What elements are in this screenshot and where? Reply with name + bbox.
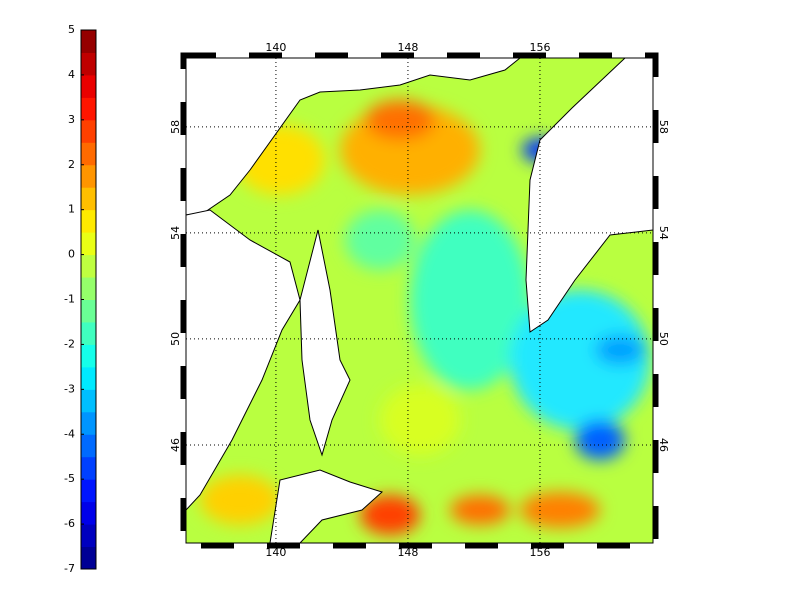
lon-label-bottom: 148 [397, 546, 418, 559]
graticule: 140 140 148 148 156 156 58 58 54 54 50 50 46 46 [169, 41, 670, 559]
lat-label-right: 50 [657, 332, 670, 346]
colorbar-band [81, 434, 96, 458]
colorbar-tick-label: -1 [64, 293, 75, 306]
lat-label-left: 58 [169, 120, 182, 134]
colorbar-tick-label: 1 [68, 203, 75, 216]
colorbar-tick-label: -2 [64, 337, 75, 350]
colorbar-band [81, 546, 96, 570]
colorbar-band [81, 411, 96, 435]
lon-label-top: 148 [397, 41, 418, 54]
sea-field [186, 58, 653, 543]
lon-label-top: 140 [265, 41, 286, 54]
lat-label-right: 54 [657, 226, 670, 240]
colorbar-band [81, 254, 96, 278]
colorbar-tick-label: 3 [68, 113, 75, 126]
lat-label-right: 46 [657, 438, 670, 452]
colorbar: 5 4 3 2 1 0 -1 -2 -3 -4 -5 -6 -7 [64, 23, 97, 575]
colorbar-band [81, 389, 96, 413]
colorbar-band [81, 456, 96, 480]
field-anomalies [200, 100, 650, 535]
land-hokkaido [269, 469, 383, 543]
colorbar-band [81, 209, 96, 233]
colorbar-band [81, 119, 96, 143]
land-mainland [186, 209, 301, 511]
lat-label-left: 54 [169, 226, 182, 240]
map-frame-scale-bar [180, 52, 659, 549]
colorbar-band [81, 344, 96, 368]
lat-label-left: 46 [169, 438, 182, 452]
lon-label-top: 156 [529, 41, 550, 54]
land-sakhalin [299, 229, 351, 457]
colorbar-band [81, 277, 96, 300]
colorbar-tick-label: -6 [64, 517, 75, 530]
colorbar-band [81, 97, 96, 121]
colorbar-tick-label: -3 [64, 382, 75, 395]
colorbar-band [81, 299, 96, 323]
colorbar-tick-label: -4 [64, 427, 75, 440]
colorbar-band [81, 524, 96, 548]
lat-label-right: 58 [657, 120, 670, 134]
colorbar-band [81, 479, 96, 503]
colorbar-band [81, 164, 96, 188]
colorbar-band [81, 321, 96, 345]
map-frame [185, 57, 654, 544]
colorbar-tick-label: 4 [68, 68, 75, 81]
colorbar-band [81, 366, 96, 390]
colorbar-band [81, 232, 96, 256]
colorbar-band [81, 52, 96, 76]
land-north [186, 58, 521, 216]
colorbar-tick-label: 2 [68, 158, 75, 171]
colorbar-band [81, 30, 96, 53]
lon-label-bottom: 156 [529, 546, 550, 559]
colorbar-band [81, 187, 96, 211]
colorbar-tick-label: -5 [64, 472, 75, 485]
colorbar-tick-label: -7 [64, 562, 75, 575]
colorbar-band [81, 501, 96, 525]
colorbar-band [81, 142, 96, 166]
colorbar-band [81, 74, 96, 98]
colorbar-tick-label: 0 [68, 248, 75, 261]
lon-label-bottom: 140 [265, 546, 286, 559]
land-kamchatka [525, 58, 653, 333]
lat-label-left: 50 [169, 332, 182, 346]
colorbar-tick-label: 5 [68, 23, 75, 36]
